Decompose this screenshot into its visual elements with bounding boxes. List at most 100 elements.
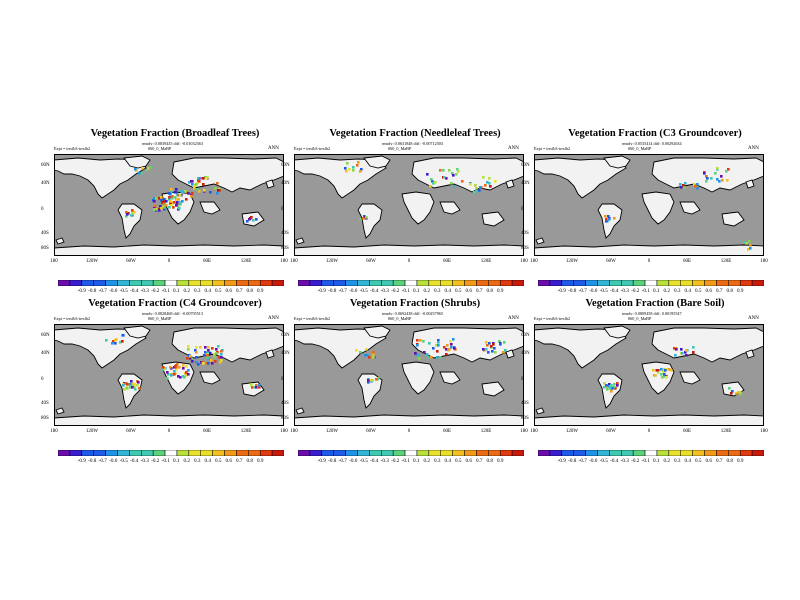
lat-label: 80S — [41, 246, 49, 251]
data-cell — [359, 351, 362, 354]
data-cell — [491, 350, 494, 353]
lon-label: 120E — [720, 259, 732, 264]
panel-stats: rmsdv: 0.0839435 diff: -0.01032563 — [142, 141, 203, 146]
data-cell — [414, 352, 417, 355]
data-cell — [174, 196, 177, 199]
map-panel: Vegetation Fraction (Broadleaf Trees) rm… — [41, 128, 300, 300]
colorbar-label: -0.6 — [349, 458, 358, 464]
data-cell — [173, 373, 176, 376]
colorbar-label: 0.8 — [246, 288, 253, 294]
colorbar-label: 0.5 — [454, 458, 462, 464]
data-cell — [443, 346, 446, 349]
colorbar-label: 0.6 — [465, 288, 472, 294]
data-cell — [147, 167, 150, 170]
colorbar — [298, 450, 524, 456]
data-cell — [450, 346, 453, 349]
colorbar-bin — [117, 450, 130, 456]
data-cell — [725, 170, 728, 173]
data-cell — [502, 351, 505, 354]
landmass — [55, 407, 65, 415]
data-cell — [486, 344, 489, 347]
data-cell — [165, 204, 168, 207]
data-cell — [681, 352, 684, 355]
period-label: 060_0_MaBP — [628, 146, 652, 151]
data-cell — [469, 183, 472, 186]
data-cell — [430, 178, 433, 181]
data-cell — [486, 181, 489, 184]
colorbar-label: 0.7 — [715, 288, 723, 294]
data-cell — [174, 365, 177, 368]
colorbar-label: -0.5 — [599, 288, 608, 294]
lat-label: 80S — [281, 246, 289, 251]
colorbar-bin — [511, 280, 524, 286]
colorbar-label: -0.1 — [641, 458, 650, 464]
data-cell — [213, 356, 216, 359]
data-cell — [603, 382, 606, 385]
data-cell — [214, 187, 217, 190]
data-cell — [202, 183, 205, 186]
lat-label: 0 — [41, 207, 44, 212]
data-cell — [179, 194, 182, 197]
lon-label: 0 — [407, 259, 411, 264]
colorbar-label: 0.5 — [214, 288, 222, 294]
colorbar-label: -0.1 — [641, 288, 650, 294]
data-cell — [170, 188, 173, 191]
data-cell — [155, 197, 158, 200]
colorbar-label: -0.6 — [589, 458, 598, 464]
colorbar-bin — [333, 280, 346, 286]
landmass — [401, 191, 435, 225]
data-cell — [490, 345, 493, 348]
panel-title: Vegetation Fraction (Shrubs) — [349, 298, 481, 309]
data-cell — [137, 381, 140, 384]
data-cell — [188, 181, 191, 184]
data-cell — [206, 354, 209, 357]
colorbar-label: -0.7 — [338, 458, 347, 464]
landmass — [535, 237, 545, 245]
data-cell — [189, 357, 192, 360]
colorbar-label: 0.4 — [204, 288, 211, 294]
data-cell — [656, 369, 659, 372]
data-cell — [216, 192, 219, 195]
data-cell — [432, 347, 435, 350]
data-cell — [605, 218, 608, 221]
colorbar-label: 0.9 — [496, 288, 504, 294]
data-cell — [129, 383, 132, 386]
data-cell — [213, 353, 216, 356]
data-cell — [443, 176, 446, 179]
data-cell — [685, 349, 688, 352]
data-cell — [457, 170, 460, 173]
colorbar-bin — [236, 450, 249, 456]
data-cell — [365, 216, 368, 219]
data-cell — [434, 181, 437, 184]
data-cell — [352, 169, 355, 172]
data-cell — [133, 386, 136, 389]
colorbar-bin — [644, 450, 658, 456]
colorbar-bin — [271, 450, 284, 456]
colorbar-label: 0.4 — [204, 458, 211, 464]
colorbar-bin — [224, 280, 237, 286]
colorbar-bin — [105, 450, 118, 456]
data-cell — [603, 386, 606, 389]
data-cell — [445, 177, 448, 180]
lat-label: 60N — [41, 163, 50, 168]
data-cell — [461, 180, 464, 183]
data-cell — [359, 218, 362, 221]
data-cell — [366, 354, 369, 357]
colorbar-bin — [369, 280, 382, 286]
expt-label: Expt = trrsfb3-trrsfb2 — [54, 316, 91, 321]
colorbar-bin — [452, 280, 465, 286]
landmass — [401, 361, 435, 395]
data-cell — [432, 182, 435, 185]
data-cell — [123, 388, 126, 391]
colorbar-label: 0.3 — [433, 458, 441, 464]
landmass — [534, 414, 764, 426]
data-cell — [670, 369, 673, 372]
colorbar-bin — [309, 450, 323, 456]
data-cell — [122, 384, 125, 387]
colorbar-bin — [680, 280, 693, 286]
data-cell — [182, 191, 185, 194]
landmass — [603, 325, 631, 339]
data-cell — [138, 172, 141, 175]
lat-label: 40S — [41, 401, 49, 406]
colorbar-label: -0.9 — [77, 458, 86, 464]
